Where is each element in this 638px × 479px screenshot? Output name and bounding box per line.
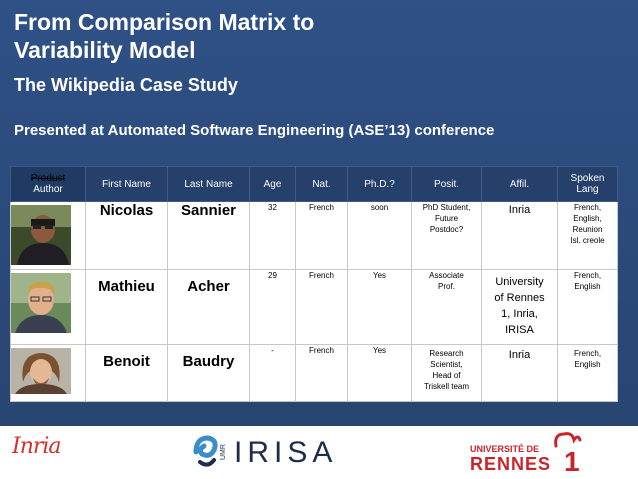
cell-line: Postdoc? [429,225,464,234]
rennes-number: 1 [564,446,580,477]
header-phd: Ph.D.? [347,166,412,202]
cell-lang: French, English [557,269,618,345]
slide-title: From Comparison Matrix to Variability Mo… [14,8,314,64]
cell-nat: French [295,201,348,270]
cell-last-name: Baudry [167,344,250,402]
rennes-wordmark: RENNES [470,454,552,474]
cell-nat: French [295,344,348,402]
header-author: Author [33,184,63,195]
header-posit: Posit. [411,166,482,202]
cell-posit: PhD Student, Future Postdoc? [411,201,482,270]
cell-age: - [249,344,296,402]
author-photo-2 [11,273,71,333]
header-age: Age [249,166,296,202]
cell-first-name: Benoit [85,344,168,402]
title-line-2: Variability Model [14,37,196,63]
cell-line: Triskell team [423,382,470,391]
inria-logo: Inria [12,434,62,459]
cell-line: 1, Inria, [501,308,538,320]
cell-line: Associate [429,271,464,280]
header-nat: Nat. [295,166,348,202]
cell-line: French, [573,349,602,358]
cell-last-name: Sannier [167,201,250,270]
author-photo-1 [11,205,71,265]
cell-line: French, [573,203,602,212]
cell-age: 32 [249,201,296,270]
table-row: Nicolas Sannier 32 French soon PhD Stude… [10,201,618,270]
cell-line: of Rennes [494,292,545,304]
cell-line: Inria [508,204,531,216]
cell-posit: Associate Prof. [411,269,482,345]
irisa-logo: UMR IRISA [190,430,340,474]
cell-first-name: Mathieu [85,269,168,345]
irisa-wordmark: IRISA [234,436,338,469]
header-affil: Affil. [481,166,558,202]
irisa-swirl-icon [193,435,218,467]
cell-phd: Yes [347,344,412,402]
cell-last-name: Acher [167,269,250,345]
header-product: Product [30,173,66,184]
logo-footer [0,426,638,479]
cell-line: Isl. creole [570,236,605,245]
title-line-1: From Comparison Matrix to [14,9,315,35]
author-photo-cell [10,344,86,402]
cell-line: Reunion [572,225,603,234]
header-first-name: First Name [85,166,168,202]
cell-line: English [574,282,601,291]
cell-line: Head of [432,371,461,380]
cell-line: French, [573,271,602,280]
cell-phd: Yes [347,269,412,345]
cell-line: English, [573,214,602,223]
table-row: Mathieu Acher 29 French Yes Associate Pr… [10,269,618,345]
table-row: Benoit Baudry - French Yes Research Scie… [10,344,618,402]
cell-line: Future [434,214,459,223]
cell-affil: Inria [481,344,558,402]
conference-note: Presented at Automated Software Engineer… [14,122,495,139]
cell-line: Research [429,349,464,358]
cell-line: PhD Student, [422,203,471,212]
cell-posit: Research Scientist, Head of Triskell tea… [411,344,482,402]
slide-subtitle: The Wikipedia Case Study [14,75,238,95]
cell-phd: soon [347,201,412,270]
header-spoken-lang: Spoken Lang [557,166,618,202]
cell-line: Scientist, [430,360,463,369]
cell-nat: French [295,269,348,345]
cell-age: 29 [249,269,296,345]
rennes-logo: UNIVERSITÉ DE RENNES 1 [470,428,590,477]
cell-lang: French, English [557,344,618,402]
author-photo-3 [11,348,71,394]
ermine-icon [554,432,582,448]
comparison-matrix: Product Author First Name Last Name Age … [10,166,618,402]
author-photo-cell [10,201,86,270]
cell-line: English [574,360,601,369]
cell-line: University [495,276,544,288]
cell-line: Prof. [438,282,455,291]
author-photo-cell [10,269,86,345]
header-last-name: Last Name [167,166,250,202]
header-lang: Lang [576,184,599,195]
cell-line: IRISA [505,324,534,336]
cell-first-name: Nicolas [85,201,168,270]
umr-label: UMR [220,444,227,460]
header-row: Product Author First Name Last Name Age … [10,166,618,202]
cell-affil: University of Rennes 1, Inria, IRISA [481,269,558,345]
header-product-author: Product Author [10,166,86,202]
header-spoken: Spoken [570,173,605,184]
cell-affil: Inria [481,201,558,270]
cell-line: Inria [508,349,531,361]
cell-lang: French, English, Reunion Isl. creole [557,201,618,270]
univ-label: UNIVERSITÉ DE [470,444,540,454]
